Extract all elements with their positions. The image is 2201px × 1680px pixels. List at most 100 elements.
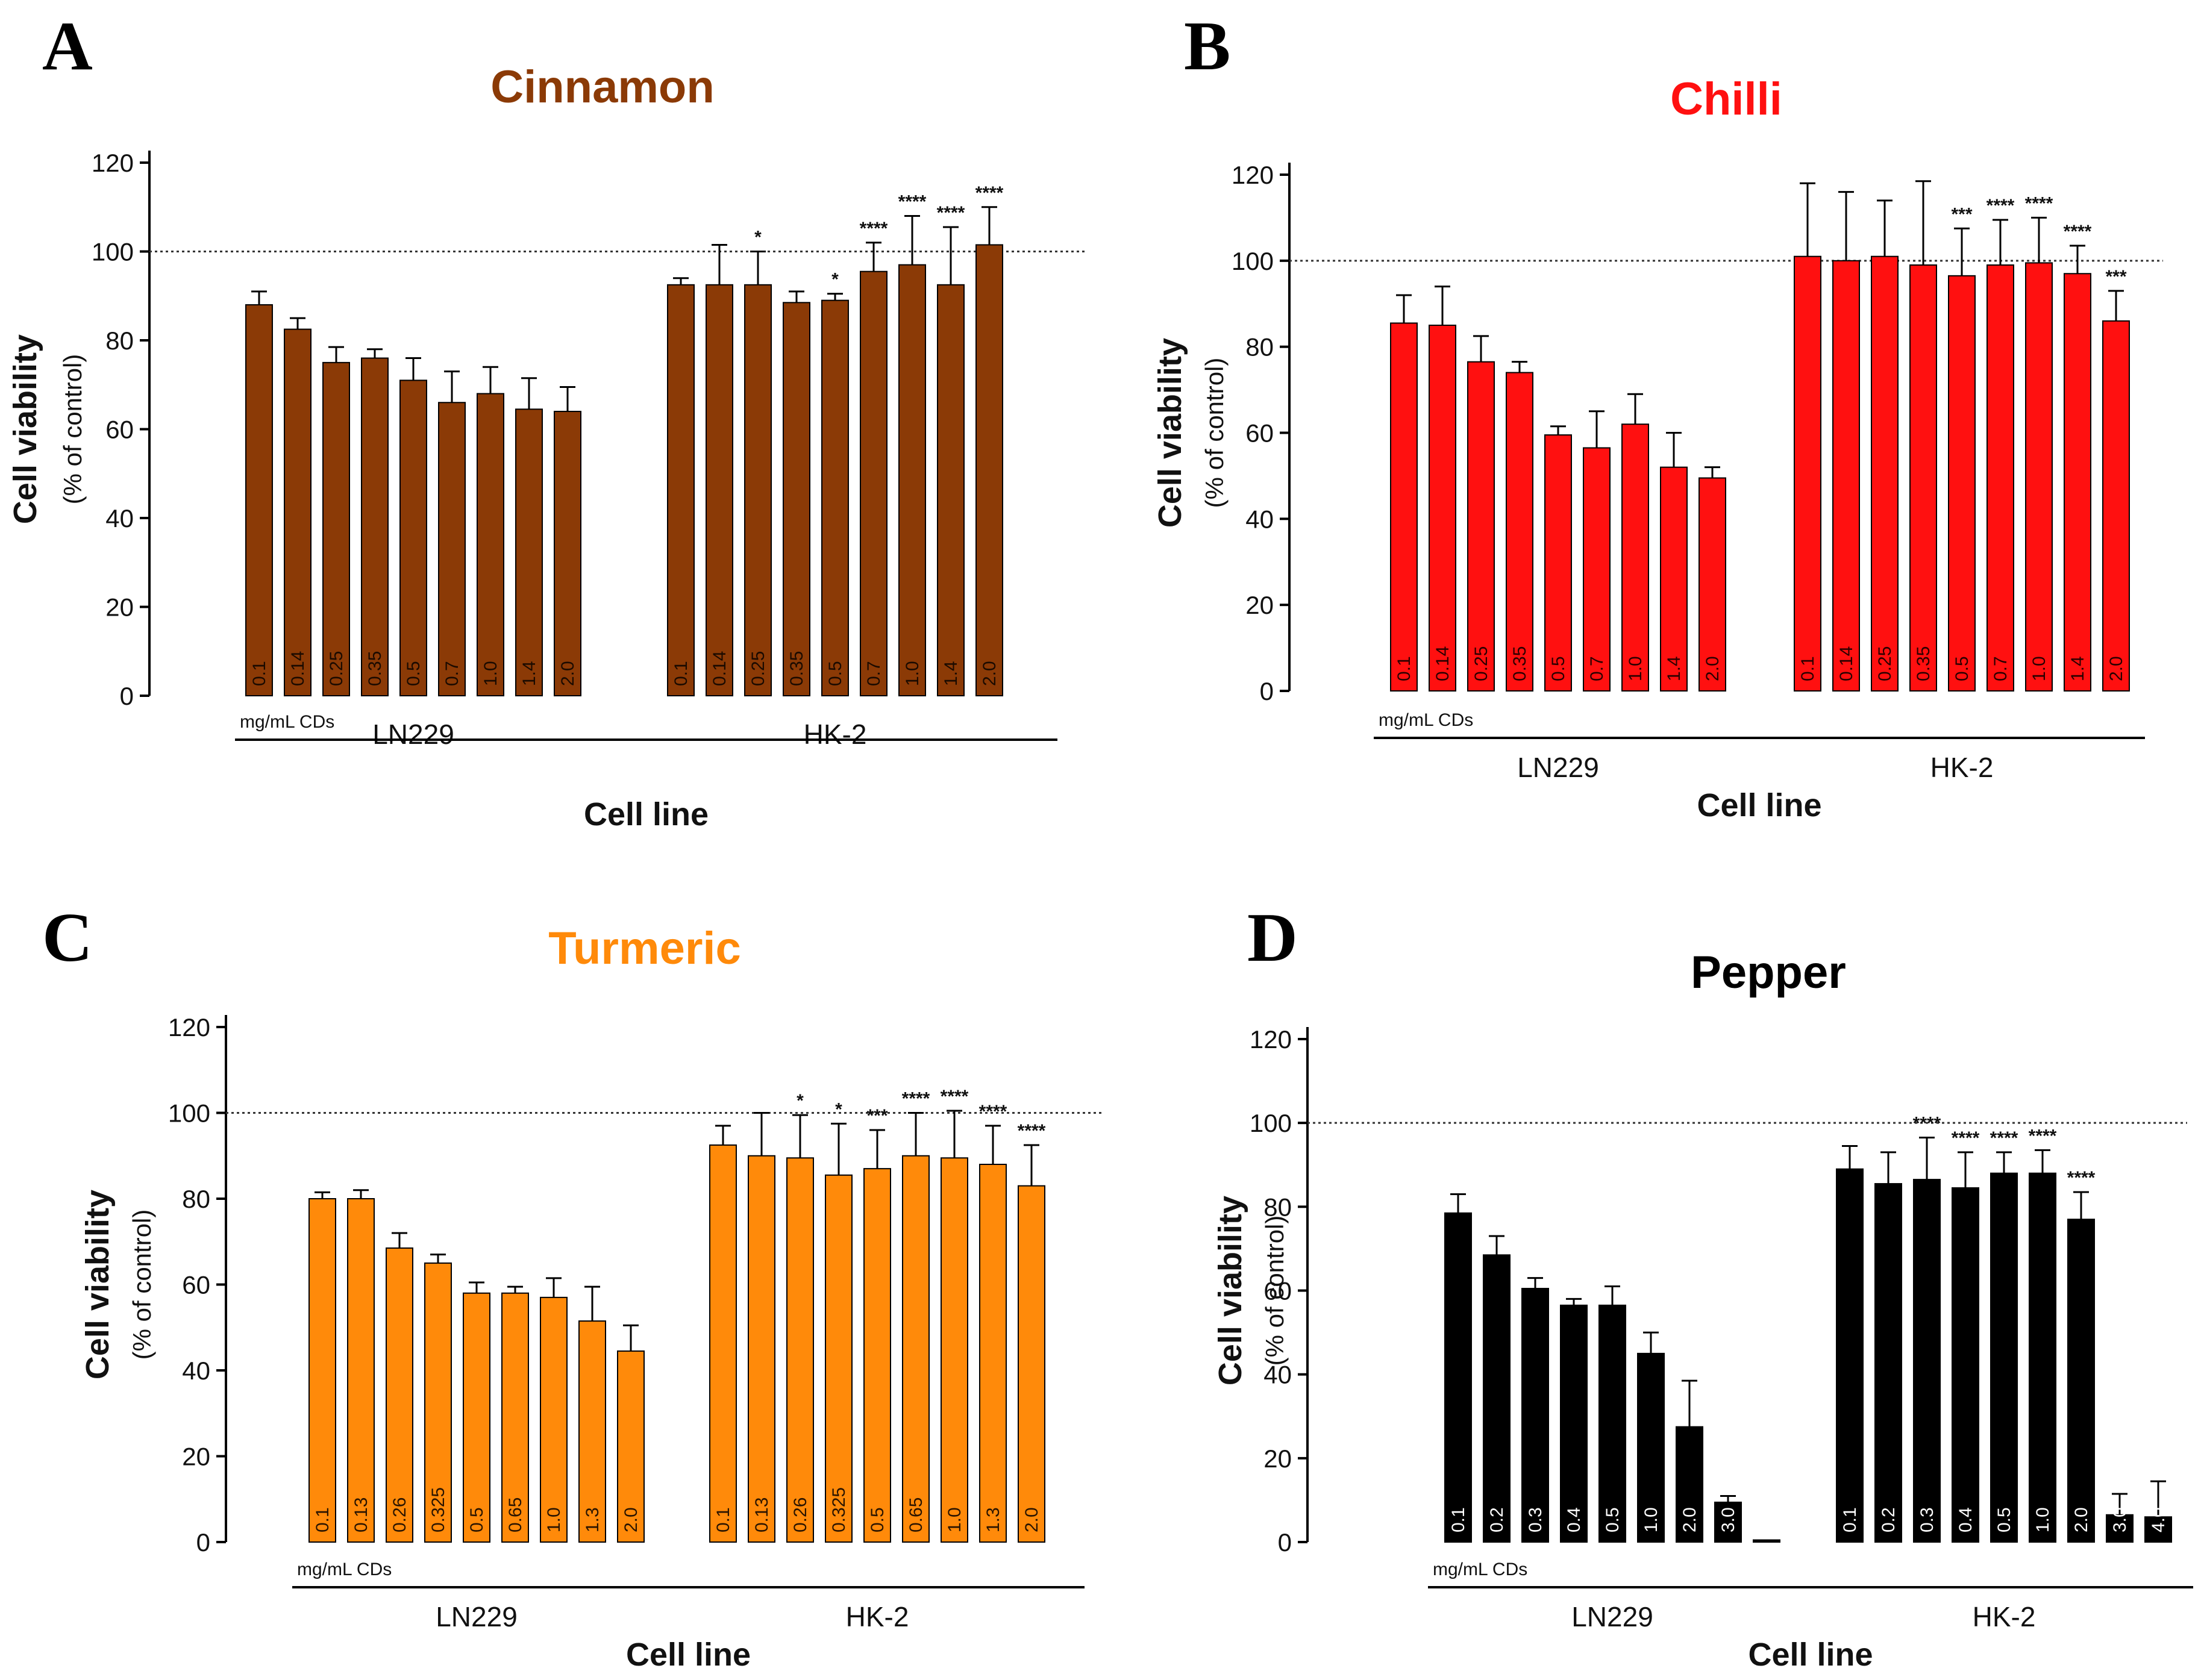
- panel-title: Pepper: [1691, 947, 1846, 998]
- panel-letter: B: [1184, 8, 1230, 85]
- y-tick-label: 0: [120, 682, 134, 710]
- x-axis-title: Cell line: [584, 796, 709, 832]
- unit-label: mg/mL CDs: [297, 1560, 392, 1579]
- concentration-label: 0.5: [1952, 656, 1972, 681]
- y-axis-subtitle: (% of control): [1260, 1216, 1289, 1366]
- group-label: LN229: [436, 1601, 518, 1632]
- concentration-label: 1.0: [481, 661, 501, 686]
- bar: [1483, 1254, 1511, 1543]
- concentration-label: 0.25: [748, 651, 768, 686]
- bar: [2102, 320, 2130, 692]
- bar: [1948, 275, 1976, 692]
- significance-marker: ****: [1913, 1114, 1941, 1134]
- concentration-label: 0.325: [829, 1487, 849, 1532]
- concentration-label: 1.4: [519, 661, 539, 686]
- concentration-label: 0.1: [671, 661, 691, 686]
- concentration-label: 1.0: [1626, 656, 1645, 681]
- y-tick-label: 120: [1232, 161, 1274, 189]
- bar: [515, 408, 543, 696]
- concentration-label: 2.0: [1680, 1507, 1700, 1532]
- bar: [937, 284, 965, 696]
- y-tick-label: 40: [1263, 1361, 1292, 1389]
- concentration-label: 0.7: [1991, 656, 2011, 681]
- y-tick-label: 20: [182, 1443, 210, 1471]
- panel-letter: A: [42, 8, 93, 85]
- concentration-label: 0.7: [864, 661, 884, 686]
- concentration-label: 0.13: [752, 1497, 772, 1532]
- bar: [361, 357, 389, 696]
- bar: [860, 270, 888, 696]
- concentration-label: 0.7: [1587, 656, 1607, 681]
- bar: [1429, 324, 1456, 692]
- bar: [1467, 361, 1495, 692]
- concentration-label: 0.14: [1433, 646, 1453, 681]
- bar: [1871, 255, 1899, 692]
- concentration-label: 2.0: [980, 661, 1000, 686]
- bar: [477, 393, 504, 696]
- bar: [540, 1296, 568, 1543]
- bar: [347, 1198, 375, 1543]
- bar: [1832, 260, 1860, 692]
- bar: [748, 1155, 775, 1543]
- concentration-label: 0.4: [1564, 1507, 1584, 1532]
- bar: [1698, 477, 1726, 692]
- group-label: LN229: [1517, 752, 1599, 783]
- group-label: HK-2: [1930, 752, 1994, 783]
- bar: [744, 284, 772, 696]
- bar: [2106, 1514, 2134, 1543]
- concentration-label: 0.5: [1548, 656, 1568, 681]
- significance-marker: ***: [2105, 267, 2126, 287]
- y-axis-title: Cell viability: [7, 334, 43, 524]
- concentration-label: 0.14: [710, 651, 730, 686]
- concentration-label: 1.3: [583, 1507, 603, 1532]
- y-axis-subtitle: (% of control): [58, 354, 87, 505]
- bar: [1987, 264, 2014, 692]
- bar: [284, 328, 312, 696]
- concentration-label: 0.1: [713, 1507, 733, 1532]
- panel-a: A Cinnamon Cell viability (% of control) 0 20…: [7, 8, 1085, 832]
- concentration-label: 0.35: [787, 651, 807, 686]
- significance-marker: ****: [2067, 1168, 2096, 1188]
- concentration-label: 0.13: [351, 1497, 371, 1532]
- bar: [1909, 264, 1937, 692]
- concentration-label: 1.0: [2029, 656, 2049, 681]
- bar: [1990, 1172, 2018, 1543]
- significance-marker: ****: [860, 219, 888, 239]
- concentration-label: 0.65: [506, 1497, 525, 1532]
- y-axis-title: Cell viability: [1212, 1196, 1248, 1385]
- y-tick-label: 60: [1245, 419, 1274, 448]
- concentration-label: 1.0: [945, 1507, 965, 1532]
- significance-marker: ****: [898, 192, 927, 212]
- panel-d: D Pepper Cell viability (% of control) 0 20 40…: [1212, 899, 2193, 1673]
- concentration-label: 3.0: [1718, 1507, 1738, 1532]
- significance-marker: ****: [902, 1089, 930, 1109]
- x-axis-title: Cell line: [626, 1637, 751, 1673]
- bar: [399, 379, 427, 696]
- concentration-label: 0.2: [1487, 1507, 1507, 1532]
- bar: [1913, 1179, 1941, 1543]
- concentration-label: 1.0: [1641, 1507, 1661, 1532]
- unit-label: mg/mL CDs: [1379, 710, 1473, 730]
- concentration-label: 0.1: [1840, 1507, 1860, 1532]
- y-tick-label: 100: [168, 1099, 210, 1128]
- bar: [386, 1247, 413, 1543]
- y-tick-label: 20: [1263, 1444, 1292, 1473]
- y-tick-label: 40: [105, 504, 134, 532]
- y-axis-subtitle: (% of control): [128, 1210, 156, 1360]
- concentration-label: 2.0: [621, 1507, 641, 1532]
- unit-label: mg/mL CDs: [240, 712, 334, 732]
- concentration-label: 0.5: [1603, 1507, 1623, 1532]
- concentration-label: 0.325: [428, 1487, 448, 1532]
- y-tick-label: 20: [1245, 591, 1274, 619]
- panel-letter: D: [1247, 899, 1298, 976]
- bar: [941, 1157, 968, 1543]
- bar: [863, 1168, 891, 1543]
- concentration-label: 1.4: [2068, 656, 2088, 681]
- significance-marker: *: [835, 1099, 842, 1119]
- y-axis-title: Cell viability: [1152, 338, 1188, 528]
- bar: [902, 1155, 930, 1543]
- y-tick-label: 20: [105, 593, 134, 622]
- panel-letter: C: [42, 899, 93, 976]
- concentration-label: 1.4: [1664, 656, 1684, 681]
- group-label: HK-2: [804, 719, 867, 750]
